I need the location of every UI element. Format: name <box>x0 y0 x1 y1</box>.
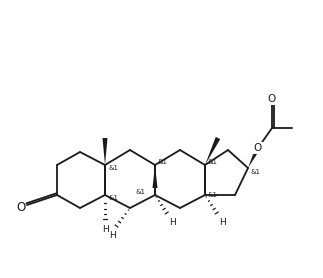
Text: H: H <box>219 217 225 227</box>
Text: H: H <box>169 217 175 227</box>
Text: H: H <box>109 230 115 240</box>
Text: &1: &1 <box>207 159 217 165</box>
Text: &1: &1 <box>157 159 167 165</box>
Polygon shape <box>205 137 220 165</box>
Polygon shape <box>102 138 108 165</box>
Text: &1: &1 <box>108 195 118 201</box>
Text: &1: &1 <box>207 192 217 198</box>
Polygon shape <box>248 147 260 168</box>
Polygon shape <box>152 165 158 188</box>
Text: O: O <box>254 143 262 153</box>
Text: O: O <box>16 200 26 214</box>
Text: &1: &1 <box>108 165 118 171</box>
Text: H: H <box>102 225 109 234</box>
Text: &1: &1 <box>135 189 145 195</box>
Text: &1: &1 <box>250 169 260 175</box>
Text: O: O <box>268 94 276 104</box>
